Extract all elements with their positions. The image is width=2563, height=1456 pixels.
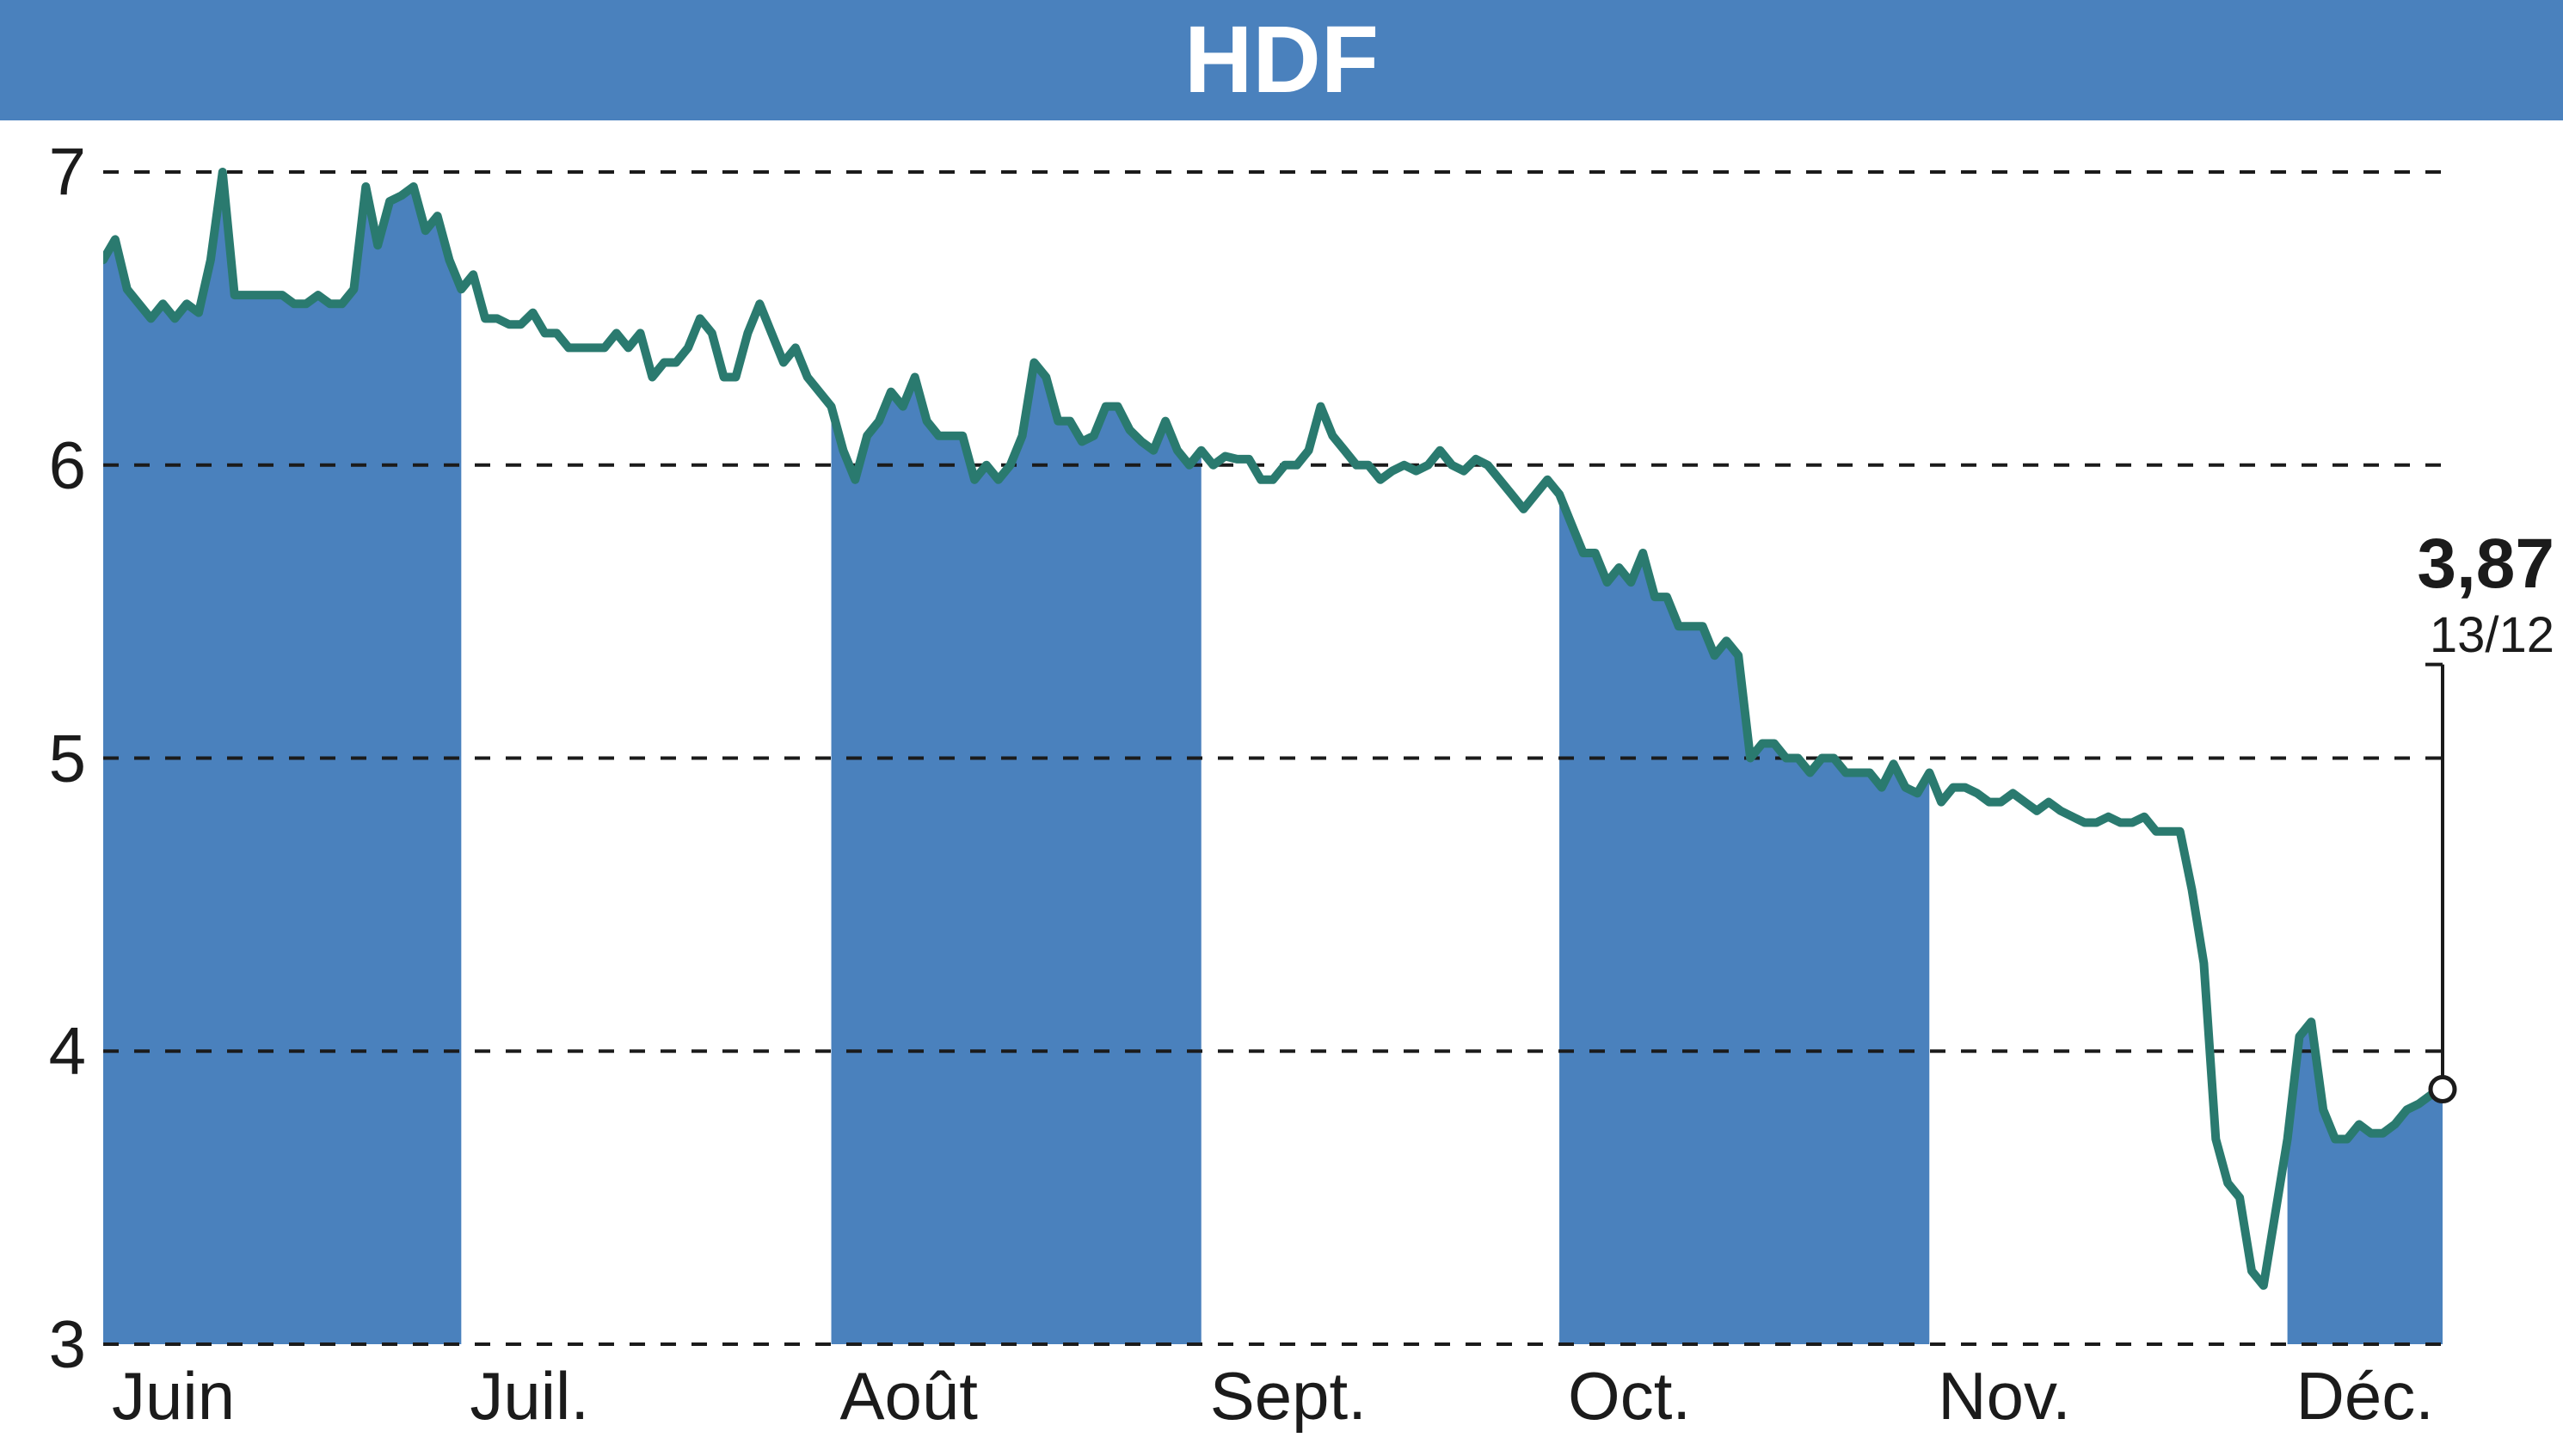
chart-plot-area: 3 4 5 6 7 Juin Juil. Août Sept. Oct. Nov. Déc. 3,8… xyxy=(0,0,2563,1456)
x-tick-label: Août xyxy=(840,1357,978,1435)
y-tick-label: 6 xyxy=(49,426,86,504)
x-tick-label: Déc. xyxy=(2296,1357,2434,1435)
x-tick-label: Sept. xyxy=(1210,1357,1367,1435)
x-tick-label: Juil. xyxy=(470,1357,589,1435)
x-tick-label: Oct. xyxy=(1568,1357,1691,1435)
last-value-label: 3,87 xyxy=(2296,524,2554,605)
last-date-label: 13/12 xyxy=(2296,606,2554,664)
y-tick-label: 7 xyxy=(49,133,86,212)
x-tick-label: Juin xyxy=(112,1357,235,1435)
y-tick-label: 3 xyxy=(49,1305,86,1384)
x-tick-label: Nov. xyxy=(1938,1357,2071,1435)
chart-svg xyxy=(0,0,2563,1456)
y-tick-label: 5 xyxy=(49,719,86,797)
y-tick-label: 4 xyxy=(49,1012,86,1090)
